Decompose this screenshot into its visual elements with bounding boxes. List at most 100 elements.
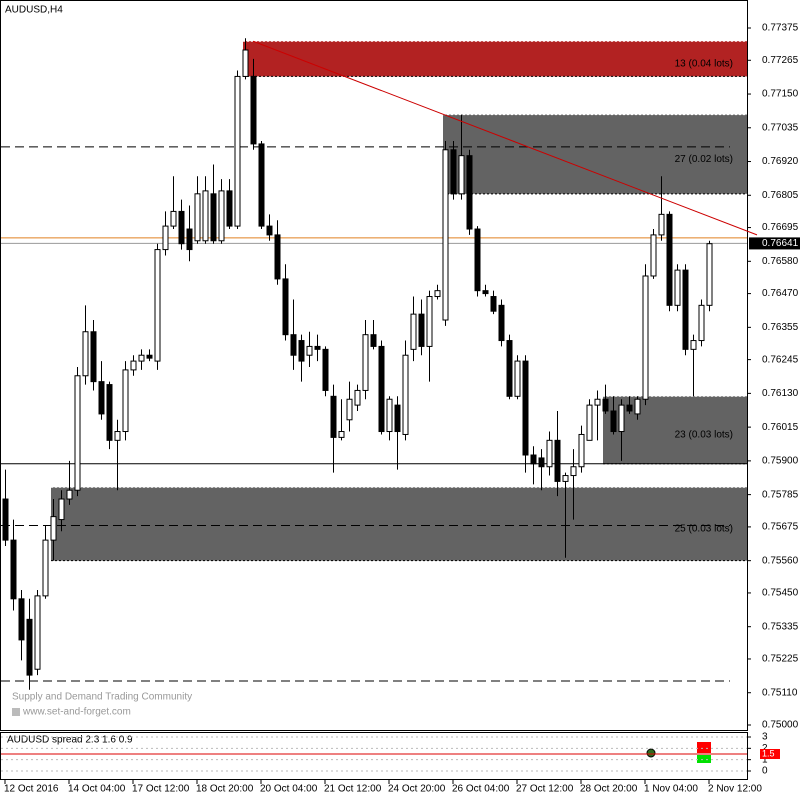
x-tick-label: 1 Nov 04:00 [644, 784, 698, 795]
candle-body [346, 398, 353, 421]
candle-body [322, 348, 329, 391]
candle-body [698, 304, 705, 342]
candle-body [626, 404, 633, 412]
y-tick-label: 0.75225 [762, 654, 799, 665]
x-tick-label: 24 Oct 20:00 [388, 784, 446, 795]
zone-label: 27 (0.02 lots) [675, 154, 733, 165]
candle-body [570, 466, 577, 477]
candle-body [250, 75, 257, 145]
candle-body [394, 404, 401, 433]
candle-body [98, 381, 105, 415]
candle-body [210, 193, 217, 242]
candle-body [82, 331, 89, 377]
candle-body [290, 334, 297, 356]
zone [443, 114, 747, 194]
candle-body [490, 296, 497, 312]
candle-body [122, 369, 129, 433]
candle-body [314, 345, 321, 350]
candle-body [162, 225, 169, 251]
indicator-tick-label: 0 [762, 766, 768, 777]
candle-body [338, 431, 345, 438]
y-tick-label: 0.75560 [762, 555, 799, 566]
candle-body [26, 618, 33, 676]
chart-title: AUDUSD,H4 [5, 5, 63, 16]
x-tick-label: 27 Oct 12:00 [516, 784, 574, 795]
last-price-label: 0.76641 [762, 238, 799, 249]
candle-body [546, 439, 553, 468]
zone [243, 41, 747, 77]
candle-body [602, 398, 609, 412]
candle-body [170, 210, 177, 227]
y-tick-label: 0.77375 [762, 23, 799, 34]
candle-body [418, 313, 425, 347]
candle-body [690, 340, 697, 350]
candle-body [298, 340, 305, 362]
candle-body [658, 213, 665, 236]
candle-body [386, 398, 393, 433]
y-tick-label: 0.76695 [762, 222, 799, 233]
candle-body [610, 410, 617, 433]
candle-body [218, 190, 225, 242]
candle-body [130, 360, 137, 371]
candle-body [138, 354, 145, 362]
candle-body [242, 49, 249, 77]
candle-body [362, 334, 369, 391]
candle-body [706, 243, 713, 306]
candle-body [258, 143, 265, 227]
candle-body [10, 539, 17, 600]
candle-body [378, 345, 385, 433]
candle-body [634, 398, 641, 415]
y-tick-label: 0.75785 [762, 489, 799, 500]
candle-body [450, 149, 457, 195]
candle-body [498, 304, 505, 342]
y-tick-label: 0.76470 [762, 288, 799, 299]
watermark-icon [12, 708, 20, 716]
candle-body [426, 296, 433, 347]
trendline [252, 40, 758, 236]
y-tick-label: 0.75335 [762, 621, 799, 632]
candle-body [354, 389, 361, 406]
x-tick-label: 2 Nov 12:00 [708, 784, 762, 795]
candle-body [74, 375, 81, 491]
x-tick-label: 17 Oct 12:00 [132, 784, 190, 795]
candle-body [482, 290, 489, 295]
x-tick-label: 26 Oct 04:00 [452, 784, 510, 795]
y-tick-label: 0.76580 [762, 256, 799, 267]
candle-body [226, 190, 233, 227]
x-tick-label: 20 Oct 04:00 [260, 784, 318, 795]
candle-body [330, 395, 337, 438]
candle-body [194, 193, 201, 242]
candle-body [578, 433, 585, 468]
candle-body [178, 210, 185, 245]
watermark: Supply and Demand Trading Community [12, 692, 192, 703]
y-tick-label: 0.76355 [762, 322, 799, 333]
x-tick-label: 12 Oct 2016 [4, 784, 59, 795]
candle-body [234, 75, 241, 227]
candle-body [306, 345, 313, 356]
candle-body [442, 149, 449, 321]
x-tick-label: 18 Oct 20:00 [196, 784, 254, 795]
zone-label: 25 (0.03 lots) [675, 524, 733, 535]
y-tick-label: 0.75675 [762, 522, 799, 533]
y-tick-label: 0.75900 [762, 456, 799, 467]
indicator-box [697, 755, 711, 763]
candle-body [434, 290, 441, 298]
main-panel [0, 0, 748, 731]
candle-body [554, 439, 561, 482]
zone [51, 487, 747, 561]
y-tick-label: 0.76920 [762, 156, 799, 167]
candle-body [186, 228, 193, 251]
y-tick-label: 0.76015 [762, 422, 799, 433]
candle-body [18, 598, 25, 641]
indicator-value-label: 1.5 [762, 748, 775, 758]
candle-body [90, 331, 97, 383]
candle-body [458, 155, 465, 195]
candle-body [266, 225, 273, 236]
indicator-tick-label: 1 [762, 754, 768, 765]
y-tick-label: 0.76805 [762, 190, 799, 201]
candle-body [58, 498, 65, 521]
candle-body [50, 516, 57, 541]
y-tick-label: 0.76130 [762, 388, 799, 399]
candle-body [274, 234, 281, 280]
